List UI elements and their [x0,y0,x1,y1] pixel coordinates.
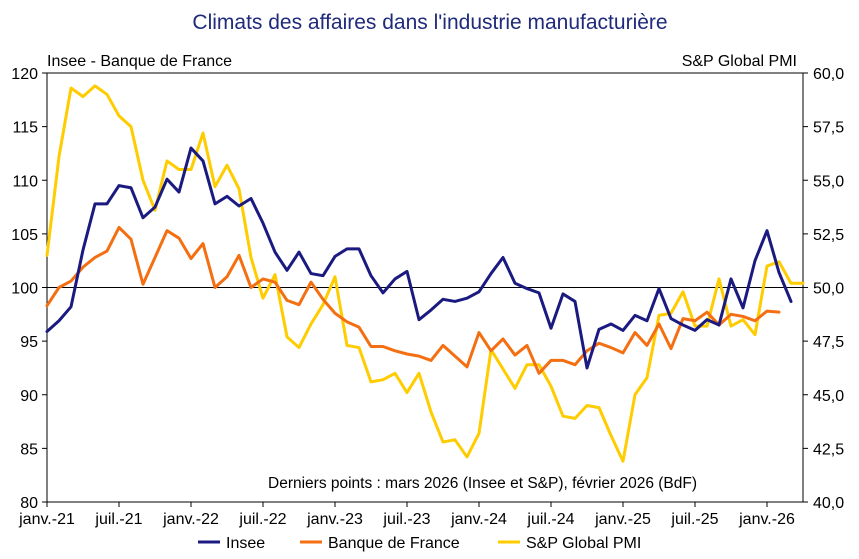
right-tick-label: 52,5 [813,227,844,244]
right-tick-label: 42,5 [813,441,844,458]
series-layer [45,84,805,463]
chart-title: Climats des affaires dans l'industrie ma… [192,11,667,34]
last-points-annotation: Derniers points : mars 2026 (Insee et S&… [268,475,697,492]
left-tick-label: 105 [11,227,38,244]
right-tick-label: 55,0 [813,173,844,190]
left-tick-label: 120 [11,66,38,83]
right-axis-label: S&P Global PMI [682,53,797,70]
x-tick-label: janv.-25 [594,511,651,528]
x-axis: janv.-21 juil.-21 janv.-22 juil.-22 janv.-23… [18,502,795,528]
right-tick-label: 47,5 [813,334,844,351]
left-tick-label: 95 [20,334,38,351]
legend-label: Insee [226,535,265,552]
legend: Insee Banque de France S&P Global PMI [198,535,641,552]
x-tick-label: juil.-23 [382,511,430,528]
left-tick-label: 80 [20,495,38,512]
series-line-banque-de-france [45,225,781,375]
x-tick-label: juil.-25 [670,511,718,528]
left-tick-label: 100 [11,281,38,298]
left-axis-label: Insee - Banque de France [47,53,232,70]
x-tick-label: janv.-24 [450,511,507,528]
x-tick-label: janv.-26 [738,511,795,528]
x-tick-label: janv.-23 [306,511,363,528]
legend-label: S&P Global PMI [526,535,641,552]
right-tick-label: 45,0 [813,388,844,405]
left-tick-label: 90 [20,388,38,405]
left-tick-label: 110 [12,173,38,190]
left-tick-label: 115 [12,120,38,137]
x-tick-label: juil.-22 [238,511,286,528]
x-tick-label: janv.-22 [162,511,219,528]
legend-label: Banque de France [328,535,460,552]
annotation-box [262,471,795,493]
right-tick-label: 57,5 [813,120,844,137]
x-tick-label: janv.-21 [18,511,75,528]
series-line-insee [45,146,793,370]
left-axis: 80 85 90 95 100 105 110 115 120 [11,66,47,512]
left-tick-label: 85 [20,441,38,458]
right-tick-label: 40,0 [813,495,844,512]
x-tick-label: juil.-21 [94,511,142,528]
right-axis: 40,0 42,5 45,0 47,5 50,0 52,5 55,0 57,5 60,0 [803,66,844,512]
right-tick-label: 60,0 [813,66,844,83]
right-tick-label: 50,0 [813,281,844,298]
series-line-s-p-global-pmi [45,84,805,463]
x-tick-label: juil.-24 [526,511,574,528]
